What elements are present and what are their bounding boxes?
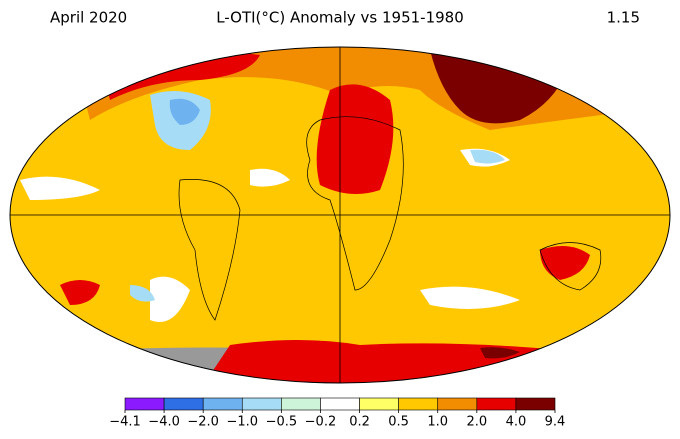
colorbar-tick-label: −0.5 [266,415,298,430]
colorbar-segment [437,397,478,411]
map-outline [9,46,671,384]
anomaly-map [10,47,670,383]
anomaly-region [316,84,394,194]
anomaly-region [540,246,590,280]
colorbar-segment [241,397,282,411]
coastline [539,242,602,291]
colorbar-segment [515,397,556,411]
anomaly-region [60,280,100,305]
colorbar-tick-label: 2.0 [466,415,487,430]
anomaly-region [480,347,520,359]
anomaly-region [20,148,520,322]
colorbar-tick-label: 0.2 [349,415,370,430]
colorbar-segment [320,397,360,411]
colorbar-segment [124,397,165,411]
colorbar: −4.1 −4.0 −2.0 −1.0 −0.5 −0.2 0.2 0.5 1.0 2.0 4.0 9… [109,397,566,430]
colorbar-tick-label: −0.2 [305,415,337,430]
global-mean: 1.15 [607,9,640,27]
colorbar-tick-label: 1.0 [427,415,448,430]
colorbar-tick-label: −1.0 [226,415,258,430]
date-label: April 2020 [50,9,127,27]
colorbar-tick-label: −4.1 [109,415,141,430]
anomaly-region [169,98,200,125]
colorbar-segment [163,397,204,411]
colorbar-tick-label: 9.4 [545,415,566,430]
coastline [306,116,404,291]
colorbar-segment [202,397,243,411]
colorbar-tick-label: −4.0 [148,415,180,430]
colorbar-tick-label: 0.5 [388,415,409,430]
colorbar-segment [359,397,399,411]
coastline [178,179,241,321]
colorbar-segment [281,397,321,411]
map-title: L-OTI(°C) Anomaly vs 1951-1980 [216,9,464,27]
colorbar-segment [398,397,439,411]
colorbar-segment [476,397,517,411]
colorbar-tick-label: −2.0 [187,415,219,430]
colorbar-tick-label: 4.0 [506,415,527,430]
